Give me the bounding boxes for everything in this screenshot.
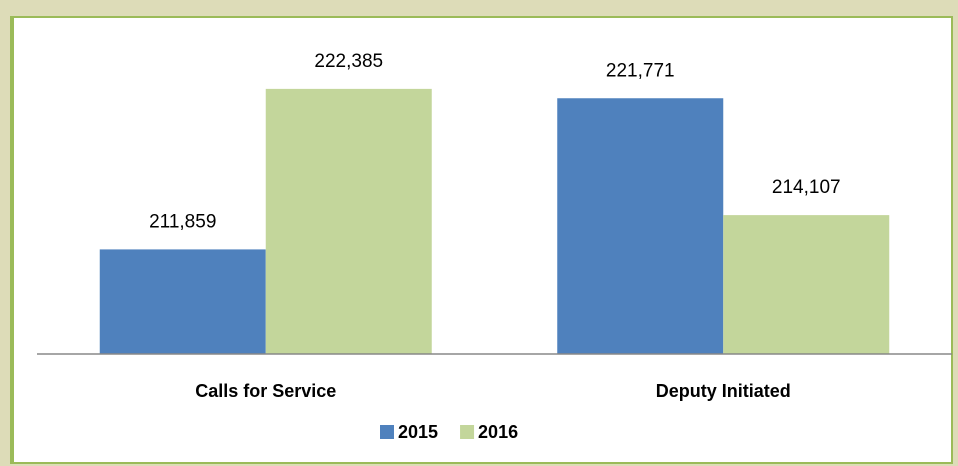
bar: [99, 249, 266, 354]
value-label: 211,859: [149, 211, 216, 232]
legend-swatch: [460, 425, 475, 439]
x-tick-label: Deputy Initiated: [656, 381, 791, 401]
legend-swatch: [380, 425, 394, 439]
bar: [265, 88, 432, 354]
value-label: 221,771: [606, 60, 675, 81]
panel-edge: [10, 16, 14, 464]
bar: [723, 215, 890, 354]
legend-label: 2016: [478, 422, 518, 442]
value-label: 214,107: [772, 177, 841, 198]
bar: [557, 98, 724, 354]
value-label: 222,385: [314, 51, 383, 72]
legend-label: 2015: [398, 422, 438, 442]
x-tick-label: Calls for Service: [195, 381, 336, 401]
